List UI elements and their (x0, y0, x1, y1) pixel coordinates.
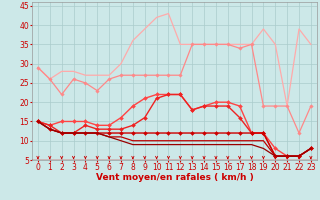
X-axis label: Vent moyen/en rafales ( km/h ): Vent moyen/en rafales ( km/h ) (96, 173, 253, 182)
